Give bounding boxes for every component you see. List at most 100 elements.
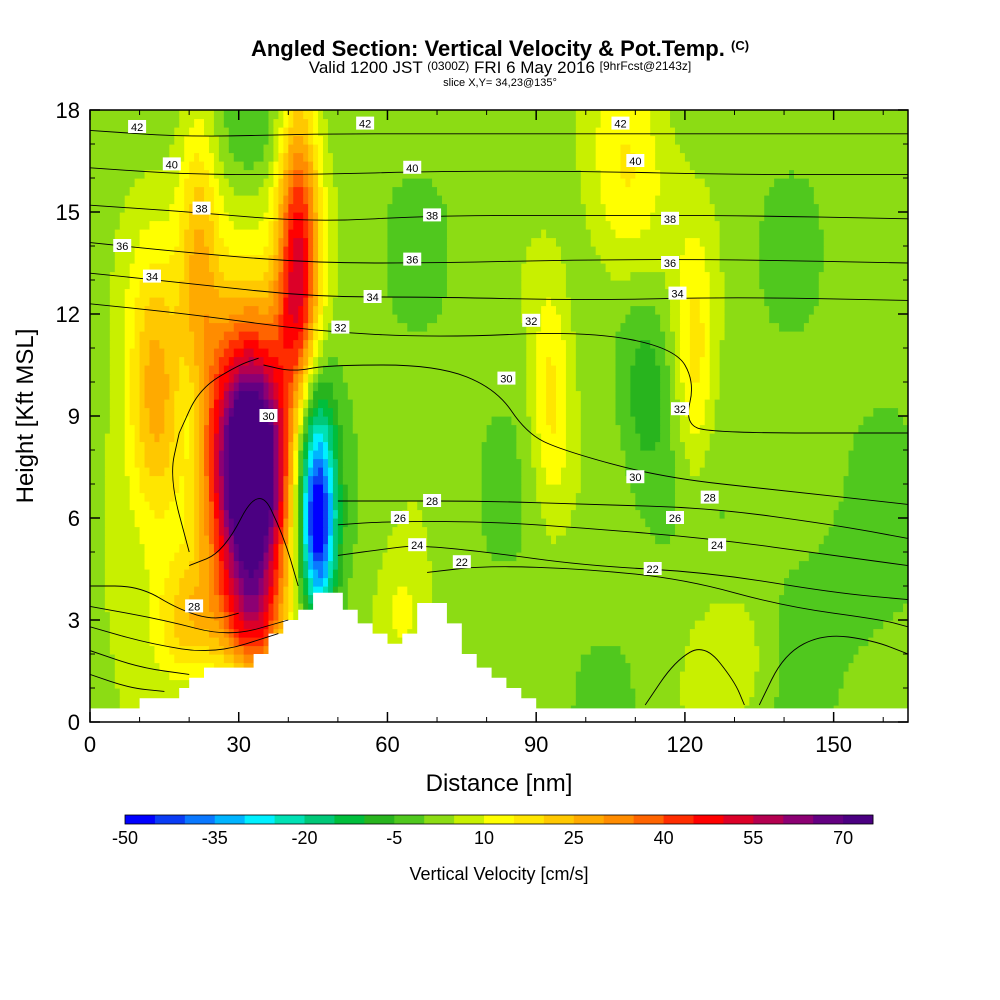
field-cell bbox=[273, 552, 279, 562]
field-cell bbox=[327, 577, 334, 587]
field-cell bbox=[263, 382, 270, 392]
field-cell bbox=[332, 161, 577, 171]
field-cell bbox=[446, 246, 527, 256]
field-cell bbox=[144, 271, 185, 281]
field-cell bbox=[342, 509, 349, 519]
contour-label: 30 bbox=[500, 374, 512, 386]
field-cell bbox=[194, 501, 200, 511]
field-cell bbox=[382, 560, 433, 570]
field-cell bbox=[551, 356, 567, 366]
field-cell bbox=[149, 467, 165, 477]
field-cell bbox=[318, 212, 324, 222]
field-cell bbox=[218, 144, 230, 154]
field-cell bbox=[630, 662, 686, 672]
field-cell bbox=[144, 365, 165, 375]
field-cell bbox=[665, 331, 676, 341]
field-cell bbox=[273, 569, 279, 579]
field-cell bbox=[541, 322, 562, 332]
field-cell bbox=[332, 552, 339, 562]
field-cell bbox=[303, 450, 309, 460]
field-cell bbox=[565, 365, 577, 375]
field-cell bbox=[228, 365, 240, 375]
field-cell bbox=[323, 458, 329, 468]
field-cell bbox=[779, 322, 805, 332]
field-cell bbox=[337, 492, 344, 502]
field-cell bbox=[149, 297, 165, 307]
field-cell bbox=[337, 450, 344, 460]
field-cell bbox=[90, 569, 106, 579]
field-cell bbox=[90, 110, 180, 120]
field-cell bbox=[521, 535, 552, 545]
field-cell bbox=[323, 280, 329, 290]
field-cell bbox=[709, 441, 855, 451]
chart-title-unit: (C) bbox=[731, 38, 750, 53]
field-cell bbox=[119, 212, 170, 222]
field-cell bbox=[129, 501, 151, 511]
field-cell bbox=[238, 365, 265, 375]
field-cell bbox=[223, 535, 230, 545]
colorbar-swatch bbox=[813, 815, 844, 824]
field-cell bbox=[704, 322, 711, 332]
field-cell bbox=[565, 263, 607, 273]
field-cell bbox=[749, 611, 780, 621]
field-cell bbox=[565, 526, 651, 536]
field-cell bbox=[382, 552, 428, 562]
field-cell bbox=[337, 407, 354, 417]
field-cell bbox=[541, 509, 572, 519]
field-cell bbox=[308, 382, 314, 392]
field-cell bbox=[134, 509, 156, 519]
field-cell bbox=[759, 645, 780, 655]
field-cell bbox=[268, 118, 275, 128]
field-cell bbox=[818, 212, 908, 222]
theta-contour-line bbox=[90, 673, 165, 692]
field-cell bbox=[283, 331, 299, 341]
field-cell bbox=[204, 450, 210, 460]
field-cell bbox=[218, 416, 225, 426]
field-cell bbox=[323, 348, 527, 358]
field-cell bbox=[228, 373, 235, 383]
field-cell bbox=[134, 518, 185, 528]
field-cell bbox=[674, 526, 830, 536]
contour-label: 36 bbox=[406, 255, 418, 267]
field-cell bbox=[218, 424, 225, 434]
field-cell bbox=[551, 424, 557, 434]
field-cell bbox=[327, 263, 339, 273]
field-cell bbox=[149, 594, 161, 604]
field-cell bbox=[184, 246, 195, 256]
field-cell bbox=[332, 178, 403, 188]
field-cell bbox=[179, 586, 195, 596]
field-cell bbox=[704, 416, 716, 426]
field-cell bbox=[357, 535, 389, 545]
field-cell bbox=[184, 152, 195, 162]
field-cell bbox=[293, 178, 304, 188]
field-cell bbox=[308, 118, 314, 128]
field-cell bbox=[189, 127, 205, 137]
field-cell bbox=[179, 237, 185, 247]
field-cell bbox=[337, 535, 344, 545]
field-cell bbox=[213, 127, 230, 137]
field-cell bbox=[90, 552, 106, 562]
field-cell bbox=[273, 458, 279, 468]
field-cell bbox=[689, 348, 706, 358]
field-cell bbox=[288, 450, 294, 460]
field-cell bbox=[104, 586, 151, 596]
field-cell bbox=[833, 509, 908, 519]
field-cell bbox=[154, 509, 165, 519]
field-cell bbox=[228, 467, 275, 477]
field-cell bbox=[585, 212, 607, 222]
field-cell bbox=[258, 577, 265, 587]
field-cell bbox=[129, 382, 141, 392]
field-cell bbox=[213, 433, 220, 443]
field-cell bbox=[283, 492, 289, 502]
field-cell bbox=[273, 178, 279, 188]
field-cell bbox=[313, 526, 324, 536]
field-cell bbox=[441, 305, 522, 315]
field-cell bbox=[109, 628, 151, 638]
field-cell bbox=[104, 535, 141, 545]
field-cell bbox=[580, 450, 627, 460]
field-cell bbox=[575, 152, 597, 162]
field-cell bbox=[660, 407, 671, 417]
field-cell bbox=[615, 407, 631, 417]
field-cell bbox=[278, 280, 284, 290]
